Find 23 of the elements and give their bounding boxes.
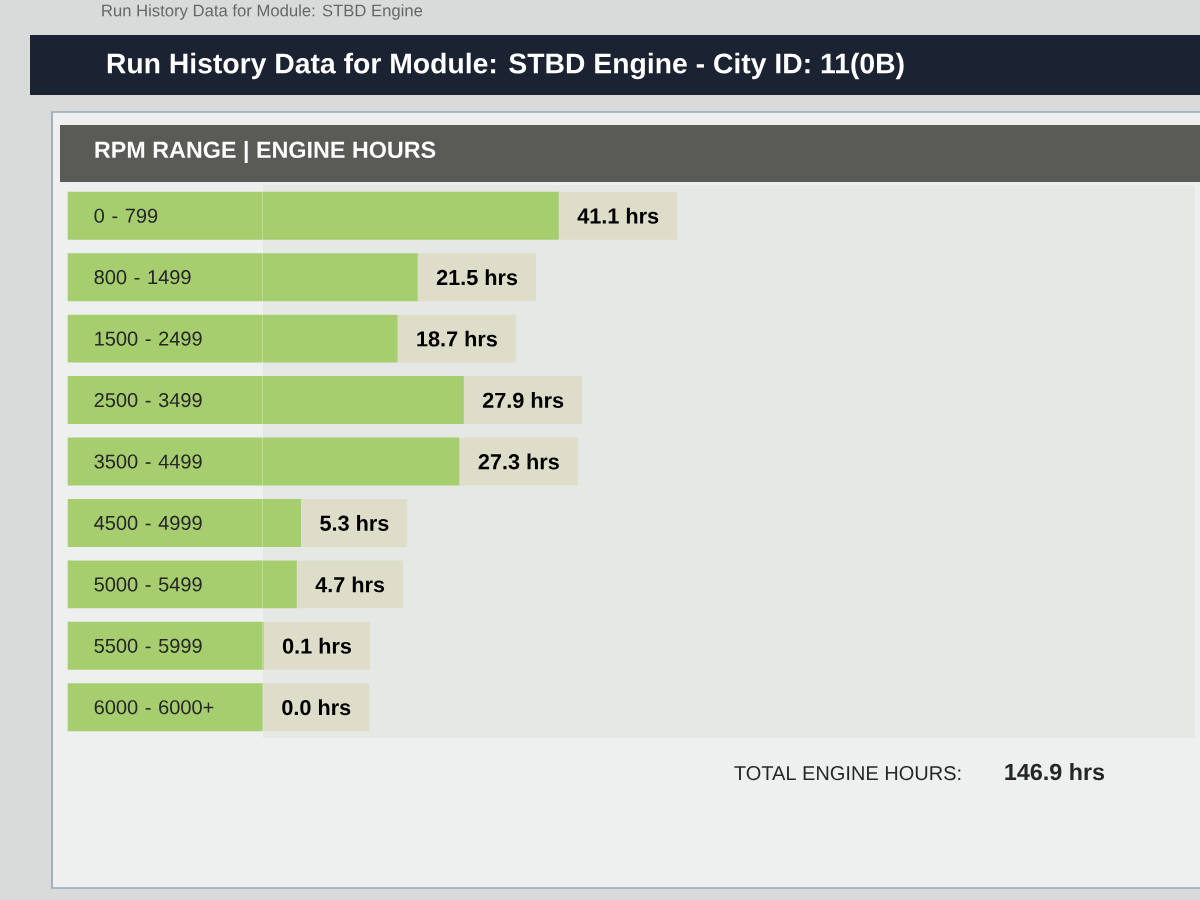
data-label: 27.9 hrs (482, 392, 564, 409)
y-tick-label: 4500 - 4999 (94, 515, 202, 531)
data-label: 21.5 hrs (436, 269, 518, 286)
y-tick-label: 0 - 799 (94, 208, 158, 223)
y-tick-label: 2500 - 3499 (94, 392, 202, 408)
data-label: 4.7 hrs (315, 576, 385, 593)
data-label: 27.3 hrs (478, 453, 559, 470)
text: 146.9 hrs (1005, 763, 1105, 781)
y-tick-label: 1500 - 2499 (95, 331, 202, 346)
y-tick-label: 5500 - 5999 (94, 638, 202, 653)
data-label: 5.3 hrs (320, 514, 389, 531)
chart-title: Run History Data for Module: STBD Engine - City ID: 11(0B) (107, 52, 904, 80)
data-label: 0.1 hrs (282, 637, 351, 654)
data-label: 41.1 hrs (577, 207, 659, 224)
text: TOTAL ENGINE HOURS: (734, 766, 961, 781)
y-tick-label: 800 - 1499 (94, 270, 191, 285)
chart-subtitle: RPM RANGE | ENGINE HOURS (95, 140, 436, 164)
data-label: 0.0 hrs (282, 699, 351, 716)
y-tick-label: 5000 - 5499 (94, 577, 202, 592)
y-tick-label: 6000 - 6000+ (94, 700, 214, 715)
text: Run History Data for Module: STBD Engine (102, 4, 423, 20)
y-tick-label: 3500 - 4499 (94, 454, 202, 469)
data-label: 18.7 hrs (417, 330, 497, 347)
